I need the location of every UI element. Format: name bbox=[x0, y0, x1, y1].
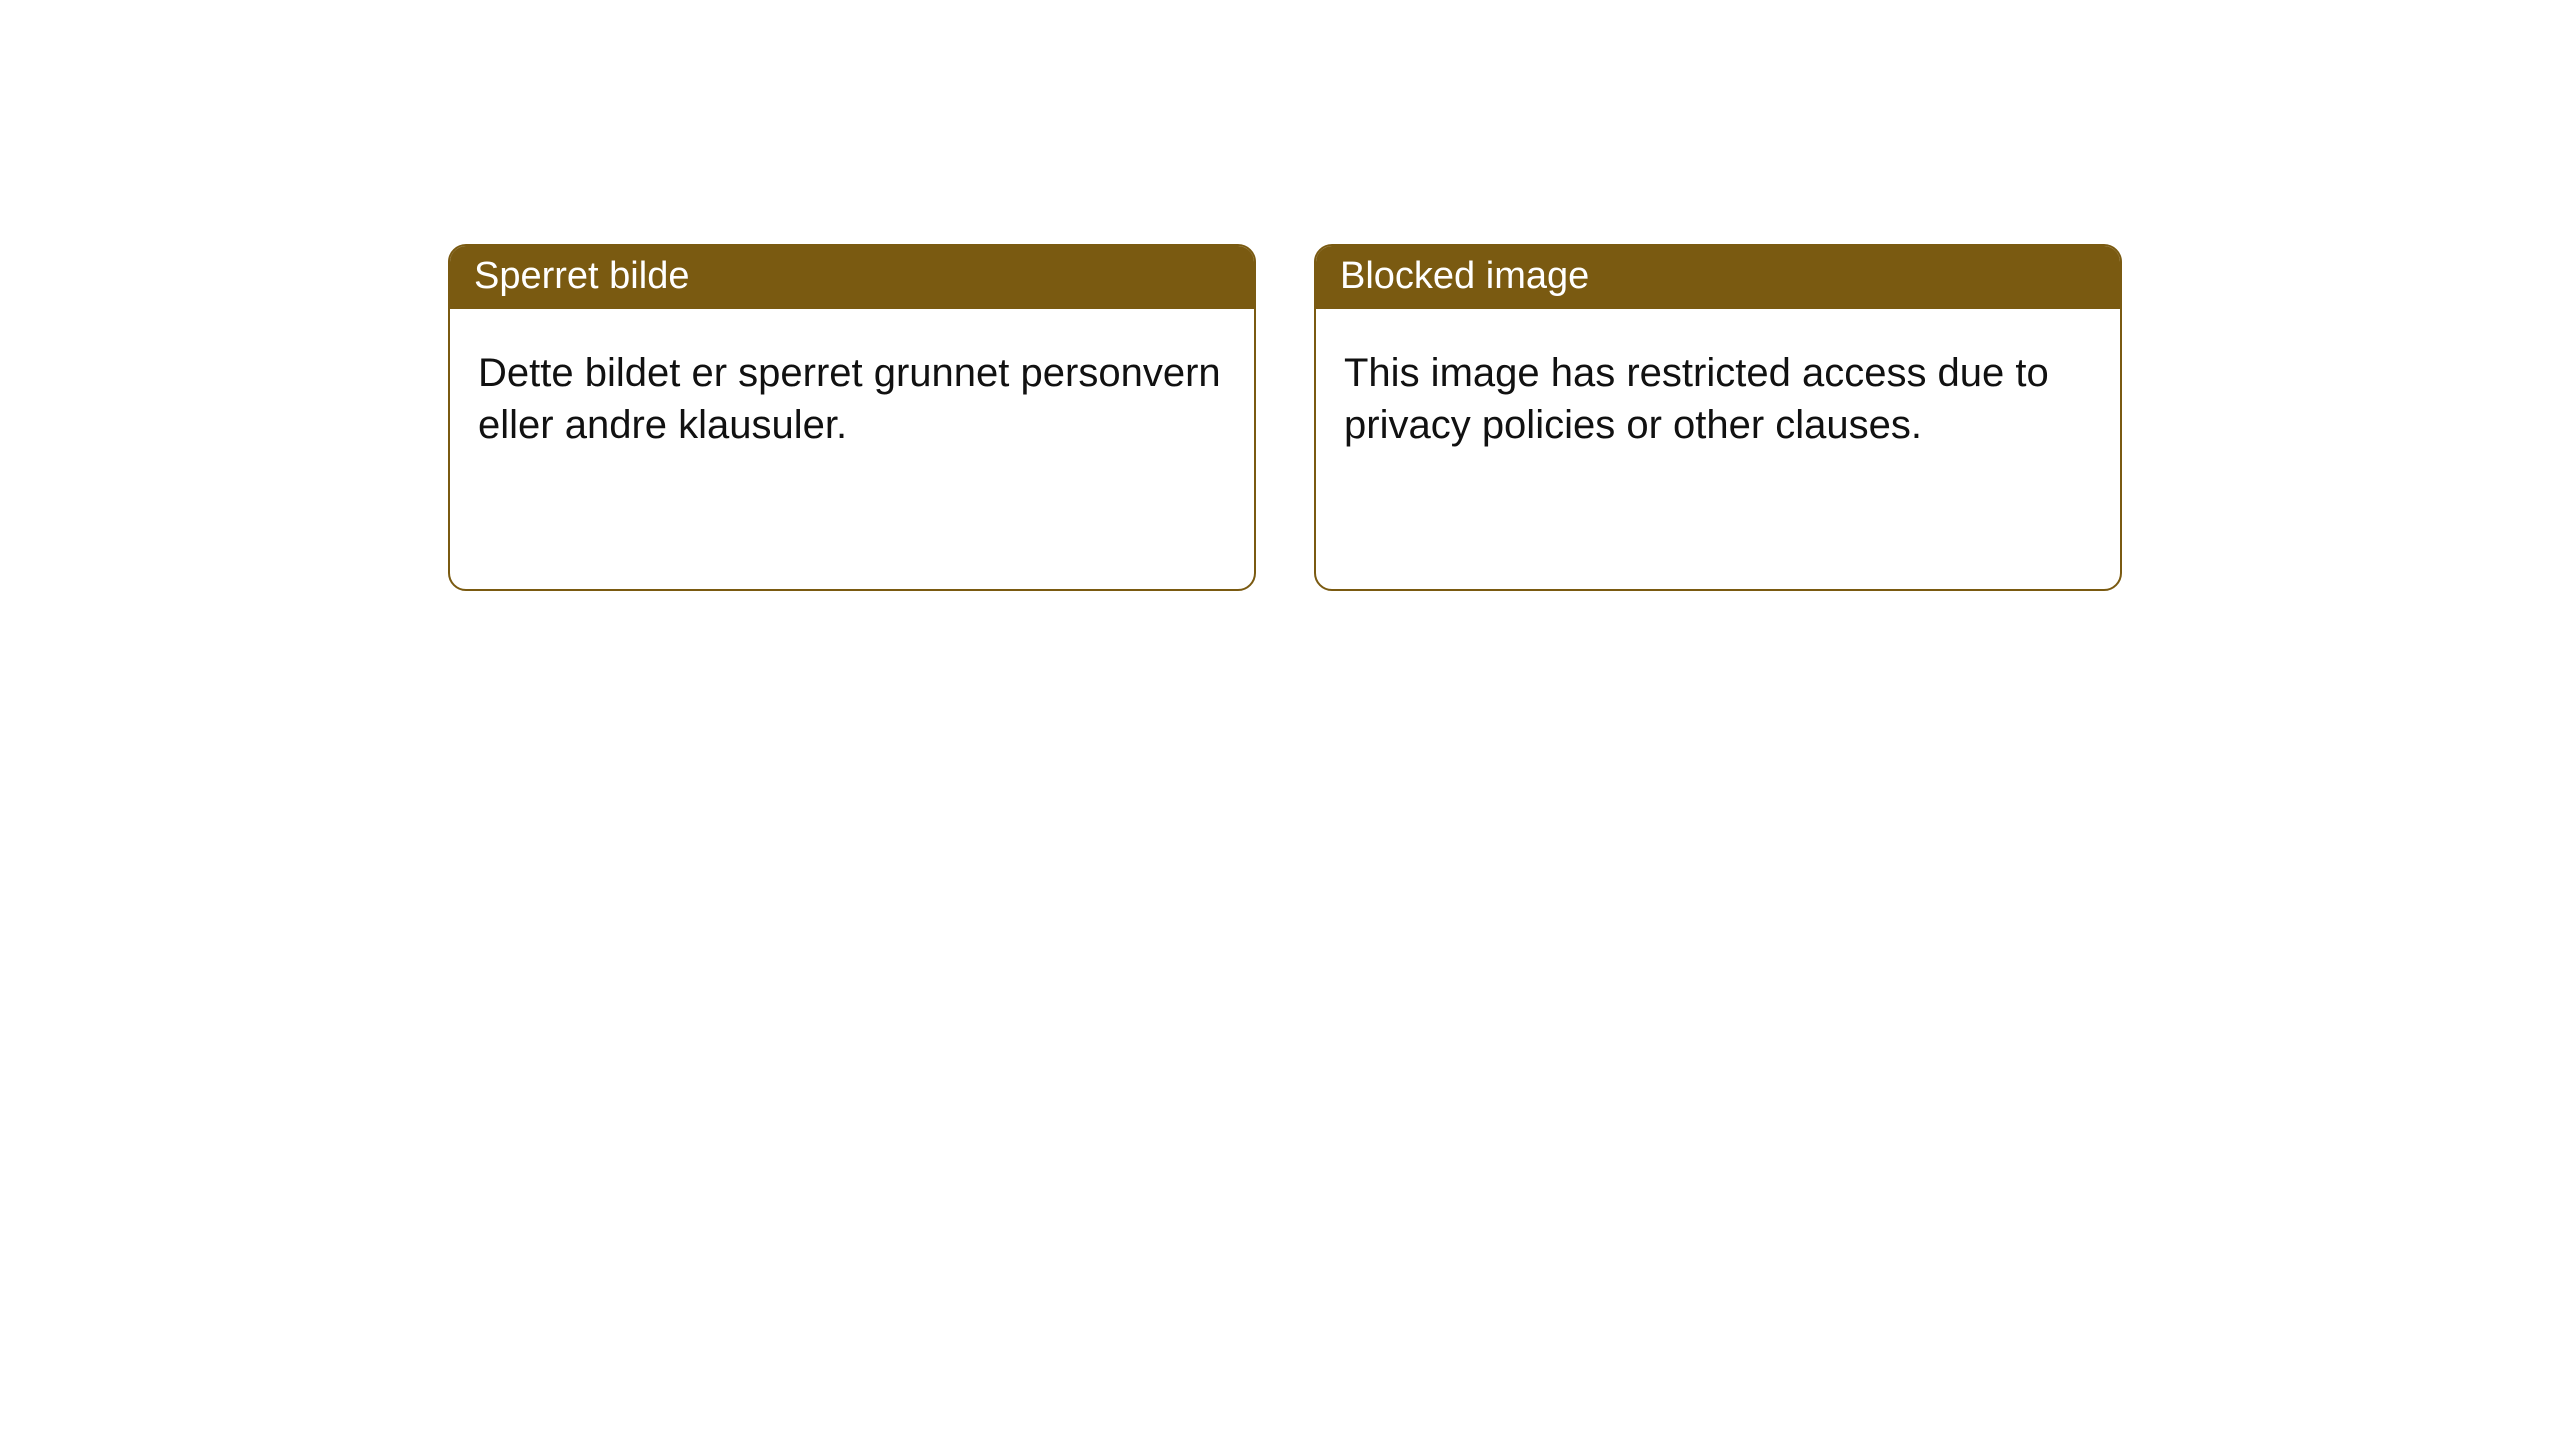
notice-body: Dette bildet er sperret grunnet personve… bbox=[450, 309, 1254, 589]
notice-header: Blocked image bbox=[1316, 246, 2120, 309]
notice-container: Sperret bilde Dette bildet er sperret gr… bbox=[0, 0, 2560, 591]
notice-body: This image has restricted access due to … bbox=[1316, 309, 2120, 589]
notice-card-norwegian: Sperret bilde Dette bildet er sperret gr… bbox=[448, 244, 1256, 591]
notice-card-english: Blocked image This image has restricted … bbox=[1314, 244, 2122, 591]
notice-header: Sperret bilde bbox=[450, 246, 1254, 309]
